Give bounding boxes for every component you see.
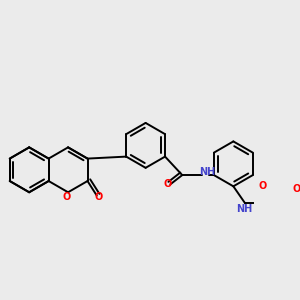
- Text: NH: NH: [199, 167, 215, 177]
- Text: O: O: [95, 192, 103, 202]
- Text: NH: NH: [237, 204, 253, 214]
- Text: O: O: [63, 192, 71, 202]
- Text: O: O: [292, 184, 300, 194]
- Text: O: O: [163, 179, 171, 189]
- Text: O: O: [258, 181, 266, 191]
